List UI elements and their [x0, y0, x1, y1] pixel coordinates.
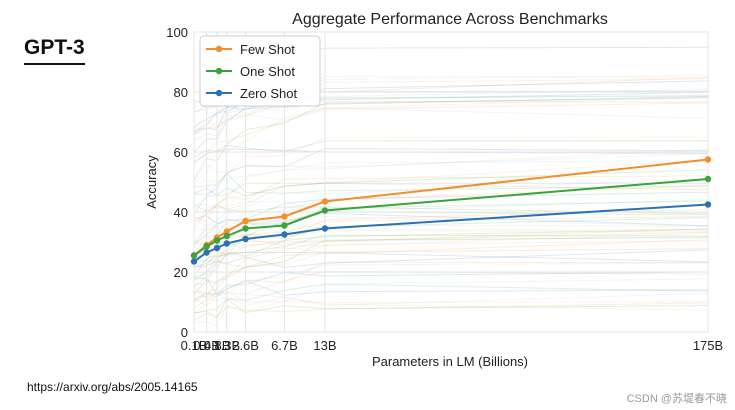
- y-tick-label: 60: [174, 145, 188, 160]
- x-axis-title: Parameters in LM (Billions): [372, 354, 528, 369]
- background-line: [193, 153, 709, 182]
- legend-swatch-marker: [215, 45, 223, 53]
- background-line: [193, 278, 709, 308]
- legend-box: [199, 35, 321, 107]
- data-point-one-shot: [213, 237, 221, 244]
- background-line: [193, 271, 709, 301]
- source-link[interactable]: https://arxiv.org/abs/2005.14165: [27, 380, 198, 394]
- data-point-zero-shot: [281, 231, 288, 238]
- background-benchmark-lines: [193, 46, 709, 326]
- background-line: [193, 160, 709, 208]
- data-point-one-shot: [223, 232, 230, 240]
- background-line: [193, 239, 709, 285]
- background-line: [193, 169, 709, 215]
- data-point-one-shot: [281, 222, 288, 229]
- data-point-one-shot: [704, 175, 712, 183]
- background-line: [193, 215, 709, 244]
- background-line: [194, 278, 709, 296]
- x-tick-label: 0.1B: [181, 338, 208, 353]
- x-tick-labels: 0.1B0.4B0.8B1.3B2.6B 6.7B 13B 175B: [181, 338, 724, 353]
- data-point-few-shot: [321, 198, 329, 205]
- y-tick-label: 20: [174, 265, 188, 280]
- data-point-one-shot: [203, 243, 210, 250]
- legend-swatch-marker: [215, 89, 223, 97]
- background-line: [193, 212, 709, 227]
- background-line: [193, 97, 709, 180]
- y-tick-label: 80: [174, 85, 188, 100]
- x-tick-label: 0.4B: [193, 338, 220, 353]
- y-tick-label: 100: [166, 25, 188, 40]
- data-point-zero-shot: [203, 249, 210, 256]
- background-line: [193, 286, 709, 307]
- background-line: [193, 261, 709, 303]
- background-line: [193, 245, 709, 258]
- line-chart: Aggregate Performance Across Benchmarks …: [144, 11, 724, 369]
- background-line: [193, 262, 709, 314]
- background-line: [193, 300, 709, 326]
- legend-label: One Shot: [240, 64, 295, 79]
- background-line: [193, 237, 709, 295]
- background-line: [193, 298, 709, 314]
- chart-title: Aggregate Performance Across Benchmarks: [292, 11, 608, 28]
- background-line: [193, 148, 709, 230]
- data-point-zero-shot: [190, 258, 198, 265]
- data-point-one-shot: [190, 252, 198, 259]
- background-line: [193, 204, 709, 215]
- y-tick-labels: 0 20 40 60 80 100: [166, 25, 188, 340]
- background-line: [193, 136, 709, 187]
- background-line: [193, 248, 709, 298]
- x-tick-label: 175B: [693, 338, 723, 353]
- slide-title: GPT-3: [24, 36, 85, 65]
- background-line: [193, 231, 709, 268]
- x-tick-label: 1.3B: [213, 338, 240, 353]
- y-tick-label: 40: [174, 205, 188, 220]
- data-point-zero-shot: [213, 244, 221, 252]
- background-line: [193, 182, 708, 197]
- background-line: [193, 191, 709, 246]
- data-point-few-shot: [242, 217, 249, 225]
- series-lines: [190, 156, 712, 265]
- background-line: [193, 222, 709, 238]
- x-tick-label: 0.8B: [204, 338, 231, 353]
- background-line: [193, 182, 709, 223]
- background-line: [193, 228, 709, 279]
- data-point-zero-shot: [704, 201, 712, 208]
- x-tick-label: 13B: [313, 338, 336, 353]
- legend-swatch-marker: [215, 67, 223, 75]
- background-line: [193, 159, 709, 228]
- data-point-few-shot: [223, 228, 230, 235]
- data-point-one-shot: [321, 207, 329, 214]
- background-line: [193, 178, 709, 246]
- background-line: [193, 172, 709, 194]
- background-line: [193, 140, 709, 159]
- background-line: [193, 302, 709, 318]
- background-line: [193, 296, 709, 311]
- data-point-zero-shot: [242, 235, 249, 243]
- background-line: [193, 270, 709, 307]
- background-line: [193, 97, 709, 185]
- background-line: [193, 283, 709, 321]
- background-line: [193, 216, 709, 243]
- background-line: [193, 102, 709, 163]
- data-point-zero-shot: [223, 240, 230, 247]
- background-line: [193, 208, 709, 271]
- background-line: [193, 249, 709, 269]
- legend-label: Few Shot: [240, 42, 295, 57]
- data-point-one-shot: [242, 225, 249, 232]
- background-line: [193, 228, 709, 294]
- background-line: [193, 175, 709, 224]
- y-tick-label: 0: [181, 325, 188, 340]
- legend-label: Zero Shot: [240, 86, 297, 101]
- background-line: [193, 252, 709, 268]
- background-line: [193, 199, 709, 212]
- background-line: [193, 234, 709, 288]
- x-tick-label: 6.7B: [271, 338, 298, 353]
- x-tick-label: 2.6B: [232, 338, 259, 353]
- watermark: CSDN @苏堤春不晓: [626, 393, 727, 405]
- data-point-few-shot: [281, 213, 288, 220]
- legend: Few Shot One Shot Zero Shot: [199, 35, 321, 107]
- data-point-zero-shot: [321, 225, 329, 232]
- y-axis-title: Accuracy: [144, 155, 159, 209]
- data-point-few-shot: [704, 156, 712, 163]
